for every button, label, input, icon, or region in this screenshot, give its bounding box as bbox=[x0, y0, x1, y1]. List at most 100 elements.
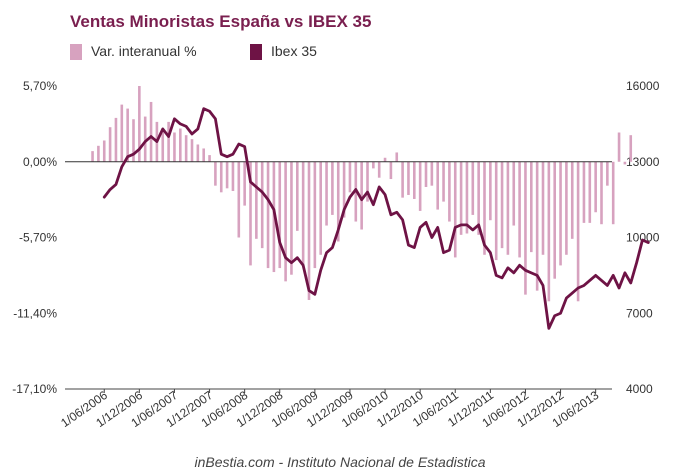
bar bbox=[459, 161, 463, 235]
bar bbox=[313, 161, 317, 269]
bar bbox=[372, 161, 375, 169]
left-axis: 5,70% 0,00% -5,70% -11,40% -17,10% bbox=[12, 79, 57, 396]
bar bbox=[413, 161, 416, 199]
bar bbox=[173, 132, 176, 162]
bar bbox=[208, 155, 211, 162]
bar bbox=[219, 161, 223, 193]
bar bbox=[249, 161, 252, 266]
legend-label-var-interanual: Var. interanual % bbox=[91, 43, 197, 59]
bar bbox=[383, 157, 387, 162]
bar bbox=[366, 161, 369, 202]
bar bbox=[553, 161, 556, 279]
source-note: inBestia.com - Instituto Nacional de Est… bbox=[194, 454, 486, 470]
bar bbox=[325, 161, 328, 226]
bar bbox=[512, 161, 516, 226]
bar bbox=[296, 161, 299, 231]
bar bbox=[331, 161, 334, 215]
bar bbox=[623, 161, 627, 165]
bar bbox=[336, 161, 340, 242]
bar bbox=[629, 135, 633, 162]
bar bbox=[518, 161, 521, 258]
bar bbox=[342, 161, 346, 218]
bar bbox=[114, 117, 118, 162]
bar bbox=[547, 161, 551, 302]
right-axis-tick-label: 16000 bbox=[626, 79, 660, 93]
bar-series bbox=[91, 86, 633, 302]
bar bbox=[453, 161, 457, 258]
bar bbox=[237, 161, 241, 238]
bar bbox=[407, 161, 410, 195]
chart-title: Ventas Minoristas España vs IBEX 35 bbox=[70, 12, 372, 31]
bar bbox=[214, 161, 217, 186]
bar bbox=[225, 161, 229, 189]
bar bbox=[231, 161, 235, 191]
right-axis-tick-label: 7000 bbox=[626, 306, 653, 320]
bar bbox=[132, 119, 135, 162]
bar bbox=[541, 161, 545, 255]
bar bbox=[530, 161, 533, 253]
bar bbox=[559, 161, 562, 266]
bar bbox=[161, 129, 165, 162]
bar bbox=[588, 161, 592, 223]
bar bbox=[477, 161, 480, 235]
bar bbox=[102, 140, 106, 162]
right-axis: 16000 13000 10000 7000 4000 bbox=[626, 79, 660, 396]
bar bbox=[448, 161, 451, 222]
line-series bbox=[102, 107, 650, 330]
bar bbox=[535, 161, 539, 291]
bar bbox=[570, 161, 574, 239]
x-axis: 1/06/20061/12/20061/06/20071/12/20071/06… bbox=[58, 388, 601, 430]
bar bbox=[190, 139, 194, 162]
bar bbox=[120, 104, 124, 162]
bar bbox=[494, 161, 498, 261]
bar bbox=[319, 161, 322, 255]
right-axis-tick-label: 10000 bbox=[626, 231, 660, 245]
bar bbox=[266, 161, 270, 269]
right-axis-tick-label: 13000 bbox=[626, 155, 660, 169]
bar bbox=[582, 161, 586, 223]
bar bbox=[600, 161, 603, 225]
bar bbox=[524, 161, 527, 295]
bar bbox=[284, 161, 287, 282]
bar bbox=[255, 161, 258, 239]
ibex-line bbox=[102, 107, 650, 330]
bar bbox=[97, 145, 100, 162]
bar bbox=[278, 161, 282, 269]
bar bbox=[442, 161, 445, 202]
bar bbox=[184, 135, 188, 162]
bar bbox=[307, 161, 311, 300]
bar bbox=[126, 108, 129, 162]
bar bbox=[290, 161, 293, 275]
bar bbox=[143, 116, 147, 162]
bar bbox=[389, 161, 393, 180]
bar bbox=[430, 161, 434, 186]
right-axis-tick-label: 4000 bbox=[626, 382, 653, 396]
left-axis-tick-label: -5,70% bbox=[19, 231, 57, 245]
bar bbox=[418, 161, 422, 211]
bar bbox=[301, 161, 305, 266]
bar bbox=[91, 151, 94, 162]
bar bbox=[606, 161, 609, 186]
bar bbox=[424, 161, 428, 187]
bar bbox=[594, 161, 597, 213]
bar bbox=[348, 161, 352, 193]
bar bbox=[179, 128, 182, 162]
bar bbox=[611, 161, 615, 225]
bar bbox=[395, 152, 399, 162]
bar bbox=[576, 161, 580, 302]
left-axis-tick-label: -17,10% bbox=[12, 382, 57, 396]
bar bbox=[377, 161, 381, 178]
bar bbox=[167, 121, 170, 162]
legend-label-ibex: Ibex 35 bbox=[271, 43, 317, 59]
bar bbox=[243, 161, 246, 206]
bar bbox=[500, 161, 504, 249]
bar bbox=[465, 161, 469, 234]
left-axis-tick-label: 0,00% bbox=[23, 155, 57, 169]
bar bbox=[401, 161, 404, 198]
legend-swatch-line bbox=[250, 44, 262, 60]
bar bbox=[483, 161, 486, 255]
bar bbox=[108, 127, 112, 162]
bar bbox=[436, 161, 439, 210]
bar bbox=[138, 86, 141, 162]
